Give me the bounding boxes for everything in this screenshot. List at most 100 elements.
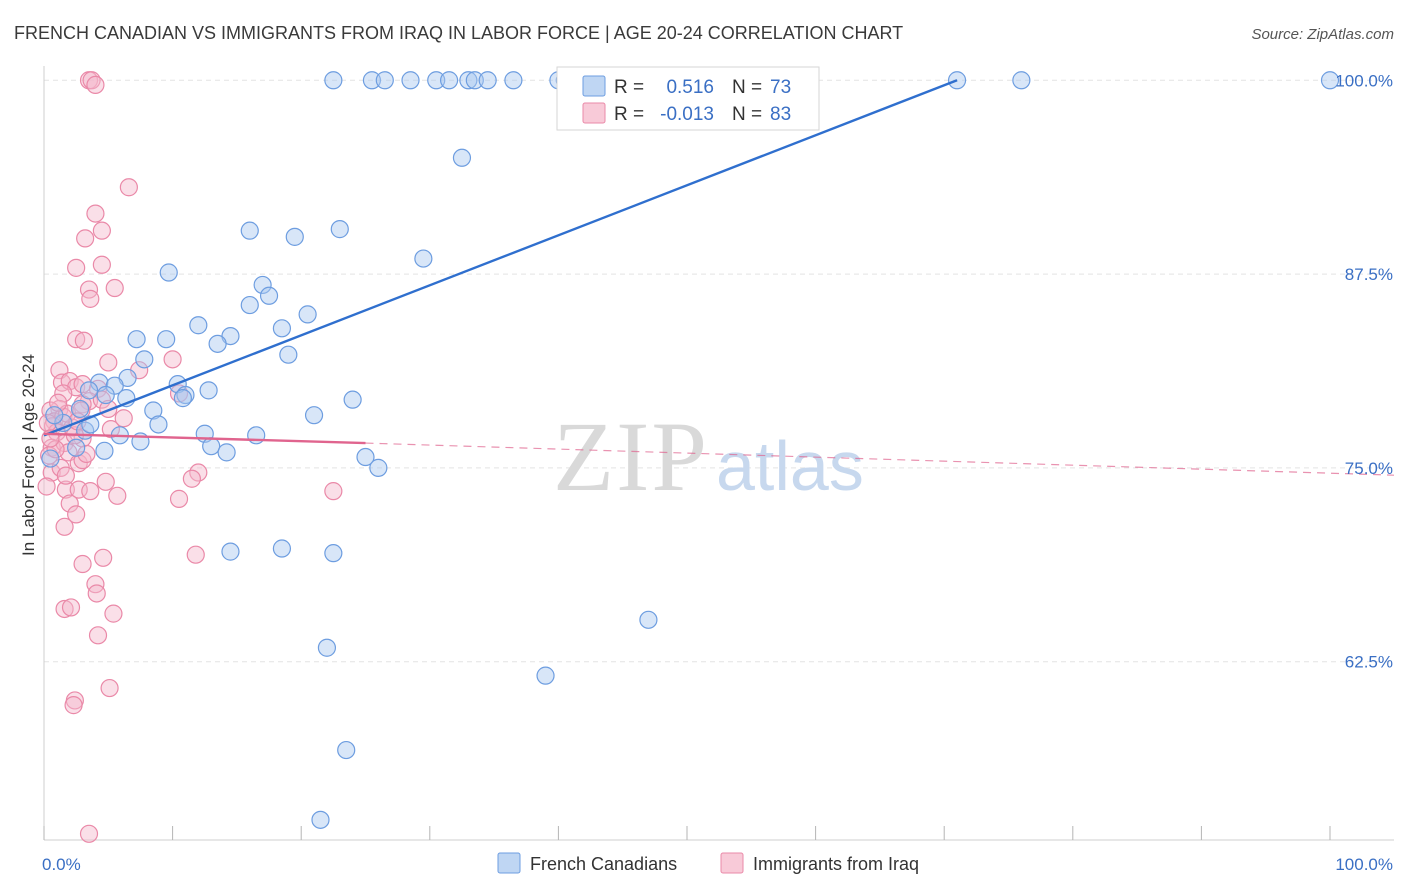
iraq-point-9	[105, 278, 124, 298]
iraq-point-56	[94, 548, 113, 567]
iraq-point-8	[67, 258, 86, 277]
stats-legend: R = 0.516 N = 73 R = -0.013 N = 83	[556, 66, 820, 131]
iraq-point-71	[46, 440, 65, 459]
iraq-point-5	[92, 221, 111, 240]
iraq-point-6	[76, 229, 95, 248]
french-canadian-point-67	[311, 810, 330, 829]
french-canadian-point-3	[401, 71, 420, 90]
iraq-point-14	[163, 350, 182, 369]
iraq-point-59	[87, 584, 106, 603]
french-canadian-point-34	[135, 350, 154, 369]
iraq-point-73	[101, 420, 120, 439]
french-canadian-point-24	[259, 286, 279, 305]
trend-line-iraq	[43, 432, 366, 445]
iraq-point-58	[86, 575, 105, 594]
trend-line-iraq-extension	[365, 442, 1395, 476]
iraq-point-62	[104, 604, 123, 623]
french-canadian-point-20	[330, 220, 349, 239]
iraq-point-64	[100, 678, 119, 698]
legend-r-label-2: R =	[614, 104, 644, 125]
legend-n-value-1: 73	[770, 77, 791, 98]
french-canadian-point-7	[465, 71, 484, 90]
legend-r-value-1: 0.516	[666, 77, 714, 98]
y-tick-label-1: 75.0%	[1345, 459, 1393, 478]
iraq-point-50	[169, 489, 189, 508]
french-canadian-point-57	[95, 441, 114, 460]
french-canadian-point-56	[217, 443, 236, 462]
iraq-point-66	[64, 696, 83, 715]
french-canadian-point-26	[298, 305, 317, 324]
iraq-point-67	[79, 824, 99, 843]
iraq-point-55	[186, 545, 205, 564]
iraq-point-75	[37, 477, 56, 496]
french-canadian-point-6	[459, 71, 478, 90]
iraq-point-49	[108, 486, 127, 505]
french-canadian-point-30	[157, 330, 176, 349]
french-canadian-point-9	[504, 71, 523, 90]
watermark: ZIP atlas	[553, 401, 864, 512]
french-canadian-point-60	[221, 542, 240, 561]
french-canadian-point-55	[202, 437, 221, 456]
iraq-point-61	[61, 598, 81, 617]
french-canadian-point-46	[144, 401, 163, 420]
french-canadian-point-19	[285, 227, 304, 246]
bottom-legend-swatch-pink	[720, 852, 744, 874]
series-legend: French Canadians Immigrants from Iraq	[497, 852, 919, 874]
french-canadian-point-0	[324, 71, 343, 90]
y-tick-label-3: 100.0%	[1335, 71, 1393, 90]
iraq-point-45	[182, 469, 201, 488]
x-tick-label-start: 0.0%	[42, 855, 81, 874]
french-canadian-point-69	[67, 438, 86, 457]
legend-n-value-2: 83	[770, 104, 791, 125]
french-canadian-point-44	[343, 390, 362, 409]
french-canadian-point-71	[45, 406, 64, 425]
iraq-point-78	[77, 444, 96, 464]
y-tick-label-0: 62.5%	[1345, 653, 1393, 672]
iraq-point-51	[324, 482, 343, 501]
iraq-point-42	[42, 463, 61, 482]
french-canadian-point-23	[253, 275, 272, 295]
french-canadian-point-2	[375, 71, 394, 90]
iraq-point-74	[114, 409, 133, 428]
legend-swatch-pink	[582, 102, 606, 124]
bottom-legend-label-iraq: Immigrants from Iraq	[753, 854, 919, 874]
french-canadian-point-62	[324, 544, 343, 563]
bottom-legend-label-french-canadians: French Canadians	[530, 854, 677, 874]
french-canadian-point-29	[127, 330, 146, 349]
series-french-canadians-points	[41, 71, 1340, 829]
iraq-point-3	[119, 178, 138, 197]
french-canadian-point-64	[317, 638, 337, 657]
french-canadian-point-68	[41, 449, 60, 468]
iraq-point-10	[79, 280, 99, 299]
iraq-point-11	[81, 289, 100, 308]
trend-lines	[43, 79, 1395, 476]
french-canadian-point-43	[176, 385, 195, 405]
legend-r-value-2: -0.013	[660, 104, 714, 125]
y-tick-label-2: 87.5%	[1345, 265, 1393, 284]
french-canadian-point-66	[337, 740, 356, 760]
french-canadian-point-28	[272, 319, 292, 338]
french-canadian-point-8	[478, 71, 497, 90]
french-canadian-point-22	[159, 263, 178, 282]
legend-n-label-1: N =	[732, 77, 762, 98]
iraq-point-12	[67, 330, 86, 349]
french-canadian-point-45	[70, 399, 90, 419]
iraq-point-13	[74, 331, 93, 350]
french-canadian-point-65	[536, 666, 555, 685]
iraq-point-63	[88, 626, 108, 645]
iraq-point-4	[86, 204, 105, 223]
french-canadian-point-58	[356, 447, 375, 467]
french-canadian-point-18	[240, 221, 259, 240]
legend-r-label-1: R =	[614, 77, 644, 98]
legend-n-label-2: N =	[732, 104, 762, 125]
chart-source: Source: ZipAtlas.com	[1251, 26, 1394, 43]
watermark-zip: ZIP	[553, 401, 709, 512]
french-canadian-point-61	[272, 539, 292, 558]
watermark-atlas: atlas	[716, 427, 864, 505]
iraq-point-53	[67, 505, 86, 524]
iraq-point-52	[60, 494, 79, 513]
iraq-point-57	[73, 554, 92, 574]
iraq-point-2	[86, 75, 105, 95]
y-axis-label: In Labor Force | Age 20-24	[19, 354, 38, 556]
